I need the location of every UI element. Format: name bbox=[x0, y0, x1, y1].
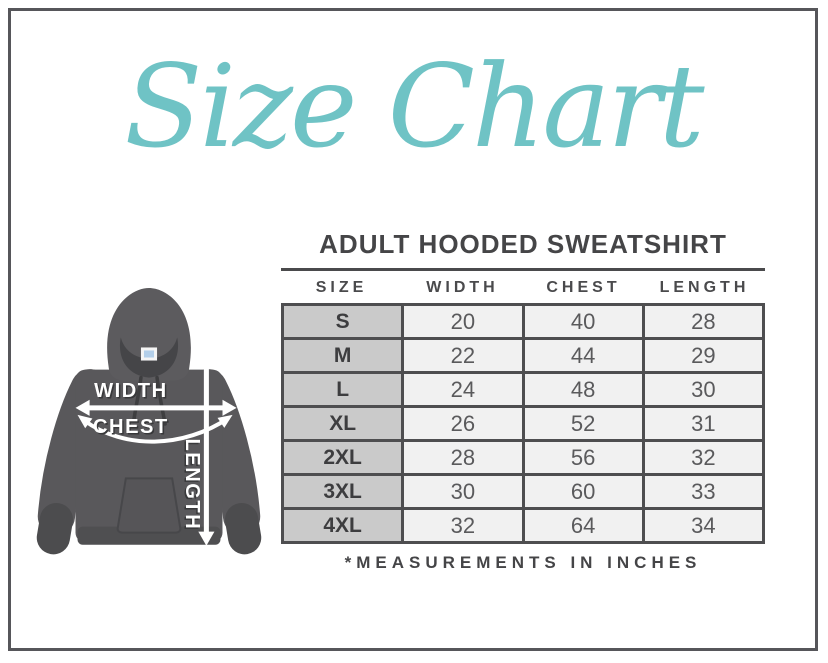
width-arrow bbox=[75, 399, 237, 416]
left-drawstring bbox=[132, 375, 143, 422]
chest-cell: 40 bbox=[521, 303, 645, 340]
length-cell: 28 bbox=[641, 303, 766, 340]
width-label-shadow: WIDTH bbox=[96, 381, 170, 403]
border-frame: Size Chart bbox=[8, 8, 818, 651]
column-headers: SIZE WIDTH CHEST LENGTH bbox=[281, 279, 765, 297]
table-row-m: M 22 44 29 bbox=[280, 337, 766, 374]
size-cell: 2XL bbox=[280, 439, 405, 476]
size-cell: L bbox=[280, 371, 405, 408]
left-cuff bbox=[36, 502, 73, 555]
width-cell: 28 bbox=[401, 439, 525, 476]
hood-opening bbox=[119, 337, 179, 378]
hoodie-diagram-svg: WIDTH WIDTH CHEST CHEST LENGTH LENGTH bbox=[36, 288, 262, 555]
chest-cell: 44 bbox=[521, 337, 645, 374]
neck-tag-print bbox=[143, 350, 155, 358]
width-cell: 24 bbox=[401, 371, 525, 408]
hoodie-illustration: WIDTH WIDTH CHEST CHEST LENGTH LENGTH bbox=[33, 279, 265, 586]
length-cell: 31 bbox=[641, 405, 766, 442]
size-cell: XL bbox=[280, 405, 405, 442]
length-cell: 29 bbox=[641, 337, 766, 374]
hem-band bbox=[77, 526, 221, 545]
length-label-group: LENGTH LENGTH bbox=[180, 438, 204, 531]
kangaroo-pocket bbox=[116, 477, 182, 534]
col-header-length: LENGTH bbox=[659, 279, 750, 296]
page-title: Size Chart bbox=[124, 40, 704, 173]
table-row-s: S 20 40 28 bbox=[280, 303, 766, 340]
chest-cell: 60 bbox=[521, 473, 645, 510]
chest-cell: 64 bbox=[521, 507, 645, 544]
length-label-shadow: LENGTH bbox=[180, 440, 202, 532]
length-cell: 30 bbox=[641, 371, 766, 408]
col-header-width: WIDTH bbox=[426, 279, 499, 296]
width-cell: 20 bbox=[401, 303, 525, 340]
chest-label: CHEST bbox=[93, 416, 169, 438]
chest-cell: 56 bbox=[521, 439, 645, 476]
col-header-size: SIZE bbox=[315, 279, 368, 296]
size-table: S 20 40 28 M 22 44 29 L bbox=[280, 303, 766, 544]
length-cell: 34 bbox=[641, 507, 766, 544]
width-cell: 26 bbox=[401, 405, 525, 442]
table-row-4xl: 4XL 32 64 34 bbox=[280, 507, 766, 544]
size-cell: M bbox=[280, 337, 405, 374]
table-row-3xl: 3XL 30 60 33 bbox=[280, 473, 766, 510]
content-row: WIDTH WIDTH CHEST CHEST LENGTH LENGTH AD… bbox=[33, 229, 791, 586]
right-cuff bbox=[225, 502, 262, 555]
hoodie-body bbox=[75, 369, 223, 543]
length-label: LENGTH bbox=[181, 438, 203, 530]
chest-cell: 52 bbox=[521, 405, 645, 442]
table-row-l: L 24 48 30 bbox=[280, 371, 766, 408]
chest-arrow bbox=[77, 414, 233, 444]
length-arrow bbox=[198, 334, 215, 546]
width-cell: 30 bbox=[401, 473, 525, 510]
width-label: WIDTH bbox=[94, 380, 168, 402]
size-cell: 4XL bbox=[280, 507, 405, 544]
right-drawstring bbox=[155, 375, 167, 426]
length-cell: 32 bbox=[641, 439, 766, 476]
width-cell: 32 bbox=[401, 507, 525, 544]
size-cell: S bbox=[280, 303, 405, 340]
col-header-chest: CHEST bbox=[546, 279, 621, 296]
measurements-footnote: *MEASUREMENTS IN INCHES bbox=[344, 553, 702, 572]
table-row-xl: XL 26 52 31 bbox=[280, 405, 766, 442]
size-cell: 3XL bbox=[280, 473, 405, 510]
table-title: ADULT HOODED SWEATSHIRT bbox=[281, 229, 765, 271]
chest-cell: 48 bbox=[521, 371, 645, 408]
table-row-2xl: 2XL 28 56 32 bbox=[280, 439, 766, 476]
size-table-section: ADULT HOODED SWEATSHIRT SIZE WIDTH CHEST… bbox=[280, 229, 766, 573]
length-cell: 33 bbox=[641, 473, 766, 510]
width-cell: 22 bbox=[401, 337, 525, 374]
chest-label-shadow: CHEST bbox=[95, 418, 171, 440]
